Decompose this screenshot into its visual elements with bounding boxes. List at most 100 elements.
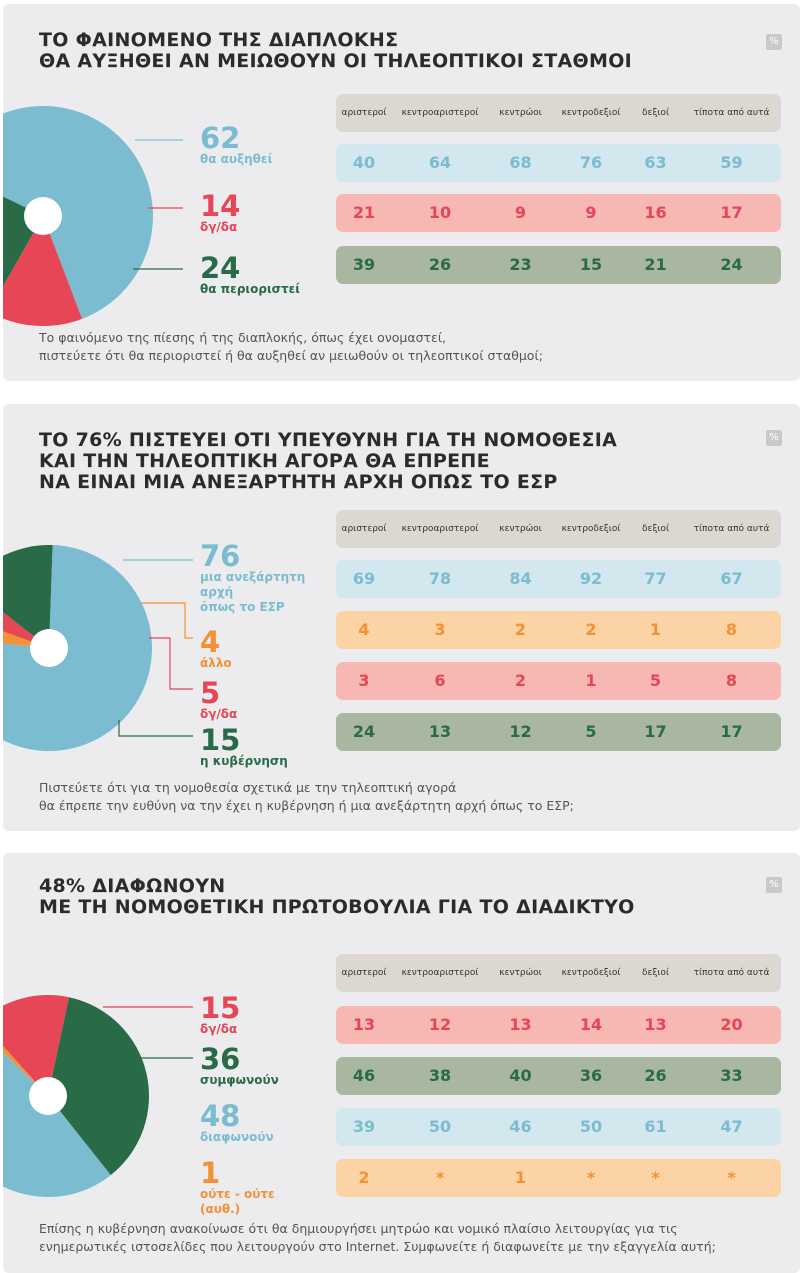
column-header: κεντρώοι — [499, 968, 542, 978]
slice-text: θα αυξηθεί — [200, 152, 273, 166]
table-cell: 68 — [509, 153, 532, 172]
table-row: 40 64 68 76 63 59 — [336, 144, 781, 182]
column-header: δεξιοί — [642, 968, 669, 978]
slice-label: 15 δγ/δα — [200, 994, 240, 1037]
table-cell: 16 — [644, 203, 667, 222]
column-header: τίποτα από αυτά — [693, 108, 770, 118]
slice-label: 36 συμφωνούν — [200, 1045, 279, 1088]
table-cell: 5 — [649, 671, 662, 690]
slice-label: 5 δγ/δα — [200, 679, 237, 722]
column-header: αριστεροί — [341, 968, 387, 978]
slice-text: θα περιοριστεί — [200, 282, 300, 296]
table-header-row: αριστεροί κεντροαριστεροί κεντρώοι κεντροδε… — [336, 94, 781, 132]
table-cell: 1 — [514, 1168, 527, 1187]
table-cell: 13 — [509, 1015, 532, 1034]
table-cell: 40 — [352, 153, 376, 172]
slice-value: 5 — [200, 676, 221, 710]
leader-lines — [103, 1006, 193, 1059]
table-cell: 61 — [644, 1117, 667, 1136]
slice-value: 36 — [200, 1042, 241, 1076]
slice-text: (αυθ.) — [200, 1202, 241, 1216]
table-cell: 13 — [352, 1015, 376, 1034]
panel-title: ΤΟ 76% ΠΙΣΤΕΥΕΙ ΟΤΙ ΥΠΕΥΘΥΝΗ ΓΙΑ ΤΗ ΝΟΜΟ… — [39, 430, 617, 493]
table-cell: 69 — [352, 569, 376, 588]
table-cell: 47 — [720, 1117, 743, 1136]
table-cell: 36 — [579, 1066, 603, 1085]
title-line: ΤΟ ΦΑΙΝΟΜΕΝΟ ΤΗΣ ΔΙΑΠΛΟΚΗΣ — [39, 29, 399, 51]
column-header: τίποτα από αυτά — [693, 968, 770, 978]
pie-chart — [3, 995, 193, 1197]
title-line: ΜΕ ΤΗ ΝΟΜΟΘΕΤΙΚΗ ΠΡΩΤΟΒΟΥΛΙΑ ΓΙΑ ΤΟ ΔΙΑΔ… — [39, 896, 635, 918]
column-header: δεξιοί — [642, 108, 669, 118]
table-cell: 40 — [509, 1066, 532, 1085]
table-cell: 5 — [585, 722, 597, 741]
table-cell: 14 — [579, 1015, 603, 1034]
slice-text: ούτε - ούτε — [200, 1187, 275, 1201]
slice-label: 24 θα περιοριστεί — [200, 254, 300, 297]
panel-title: ΤΟ ΦΑΙΝΟΜΕΝΟ ΤΗΣ ΔΙΑΠΛΟΚΗΣ ΘΑ ΑΥΞΗΘΕΙ ΑΝ… — [39, 30, 632, 72]
pie-slice-0 — [3, 545, 152, 751]
slice-value: 4 — [200, 625, 221, 659]
column-header: δεξιοί — [642, 524, 669, 534]
table-cell: 2 — [514, 620, 527, 639]
survey-question: Πιστεύετε ότι για τη νομοθεσία σχετικά μ… — [39, 779, 574, 815]
table-cell: 92 — [579, 569, 603, 588]
table-cell: 9 — [585, 203, 597, 222]
slice-label: 15 η κυβέρνηση — [200, 726, 288, 769]
table-cell: * — [435, 1168, 445, 1187]
table-cell: 46 — [352, 1066, 376, 1085]
question-line: Το φαινόμενο της πίεσης ή της διαπλοκής,… — [39, 330, 447, 345]
slice-text: η κυβέρνηση — [200, 754, 288, 768]
table-cell: 2 — [585, 620, 597, 639]
survey-question: Επίσης η κυβέρνηση ανακοίνωσε ότι θα δημ… — [39, 1220, 716, 1256]
table-cell: 1 — [585, 671, 597, 690]
slice-label: 1 ούτε - ούτε (αυθ.) — [200, 1159, 275, 1217]
table-cell: 64 — [428, 153, 452, 172]
table-cell: 67 — [720, 569, 743, 588]
column-header: κεντροδεξιοί — [561, 968, 621, 978]
question-line: ενημερωτικές ιστοσελίδες που λειτουργούν… — [39, 1239, 716, 1254]
table-row: 13 12 13 14 13 20 — [336, 1006, 781, 1044]
pie-slice-0 — [3, 995, 69, 1096]
title-line: ΚΑΙ ΤΗΝ ΤΗΛΕΟΠΤΙΚΗ ΑΓΟΡΑ ΘΑ ΕΠΡΕΠΕ — [39, 450, 490, 472]
leader-lines — [118, 559, 193, 737]
title-line: ΘΑ ΑΥΞΗΘΕΙ ΑΝ ΜΕΙΩΘΟΥΝ ΟΙ ΤΗΛΕΟΠΤΙΚΟΙ ΣΤ… — [39, 50, 633, 72]
table-cell: 17 — [720, 203, 743, 222]
pie-slices — [3, 995, 149, 1197]
slice-text: δγ/δα — [200, 220, 238, 234]
table-cell: 8 — [725, 620, 738, 639]
unit-badge: % — [766, 34, 782, 50]
table-row: 46 38 40 36 26 33 — [336, 1057, 781, 1095]
table-cell: 2 — [514, 671, 527, 690]
slice-value: 15 — [200, 723, 241, 757]
table-row: 21 10 9 9 16 17 — [336, 194, 781, 232]
slice-label: 48 διαφωνούν — [200, 1102, 274, 1145]
column-header: κεντροαριστεροί — [401, 108, 479, 118]
slice-label: 62 θα αυξηθεί — [200, 124, 272, 167]
slice-text: μια ανεξάρτητη — [200, 570, 306, 584]
table-cell: 9 — [514, 203, 527, 222]
slice-value: 14 — [200, 189, 241, 223]
leader-line — [141, 602, 193, 639]
table-cell: 59 — [720, 153, 743, 172]
table-cell: 17 — [720, 722, 743, 741]
table-row: 39 50 46 50 61 47 — [336, 1108, 781, 1146]
pie-chart — [3, 106, 183, 326]
table-row: 3 6 2 1 5 8 — [336, 662, 781, 700]
question-line: Επίσης η κυβέρνηση ανακοίνωσε ότι θα δημ… — [39, 1221, 678, 1236]
table-cell: 12 — [428, 1015, 452, 1034]
table-cell: * — [586, 1168, 596, 1187]
table-row: 4 3 2 2 1 8 — [336, 611, 781, 649]
table-cell: 4 — [358, 620, 370, 639]
table-cell: 15 — [579, 255, 603, 274]
table-cell: 24 — [352, 722, 376, 741]
title-line: ΝΑ ΕΙΝΑΙ ΜΙΑ ΑΝΕΞΑΡΤΗΤΗ ΑΡΧΗ ΟΠΩΣ ΤΟ ΕΣΡ — [39, 471, 558, 493]
column-header: κεντρώοι — [499, 524, 542, 534]
question-line: Πιστεύετε ότι για τη νομοθεσία σχετικά μ… — [39, 780, 457, 795]
slice-value: 15 — [200, 991, 241, 1025]
unit-badge: % — [766, 430, 782, 446]
leader-lines — [133, 139, 183, 270]
pie-slice-1 — [3, 216, 83, 326]
table-cell: 13 — [428, 722, 452, 741]
survey-question: Το φαινόμενο της πίεσης ή της διαπλοκής,… — [39, 329, 543, 365]
